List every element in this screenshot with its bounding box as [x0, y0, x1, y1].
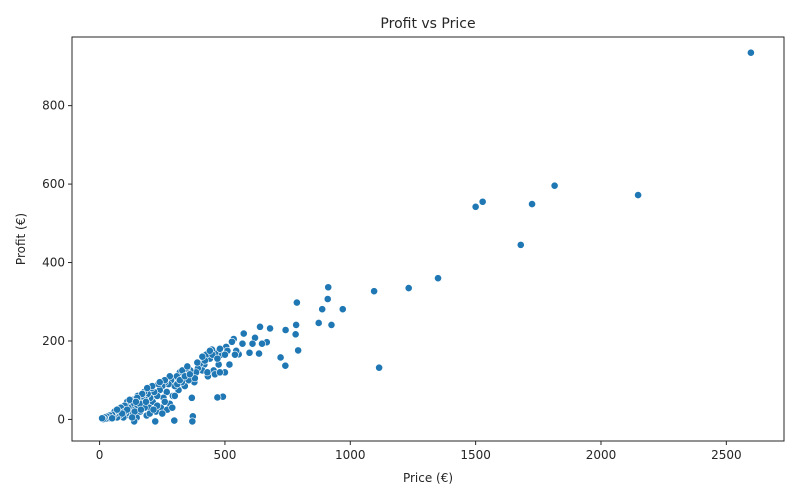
- data-point: [245, 348, 254, 357]
- data-point: [634, 191, 642, 199]
- data-point: [370, 287, 378, 296]
- data-points: [98, 48, 755, 426]
- x-tick-label: 1500: [460, 448, 491, 462]
- x-tick-label: 0: [96, 448, 104, 462]
- data-point: [550, 181, 559, 190]
- data-point: [198, 352, 207, 361]
- data-point: [168, 403, 177, 412]
- data-point: [239, 329, 248, 338]
- data-point: [162, 388, 171, 396]
- y-axis: 0 200 400 600 800: [42, 99, 72, 426]
- data-point: [203, 368, 212, 377]
- data-point: [471, 202, 480, 211]
- data-point: [338, 305, 347, 314]
- data-point: [170, 391, 179, 400]
- data-point: [292, 298, 301, 307]
- data-point: [248, 339, 257, 348]
- data-point: [324, 283, 333, 292]
- data-point: [221, 350, 229, 359]
- data-point: [528, 200, 536, 208]
- data-point: [281, 326, 290, 334]
- data-point: [375, 363, 384, 372]
- data-point: [281, 361, 290, 370]
- data-point: [187, 393, 196, 402]
- data-point: [128, 413, 137, 422]
- data-point: [323, 295, 332, 303]
- data-point: [142, 397, 150, 406]
- data-point: [158, 409, 167, 418]
- data-point: [314, 319, 323, 327]
- data-point: [113, 405, 122, 414]
- x-tick-label: 500: [213, 448, 236, 462]
- data-point: [213, 354, 222, 363]
- data-point: [266, 324, 274, 333]
- data-point: [747, 48, 755, 57]
- x-tick-label: 2500: [711, 448, 742, 462]
- data-point: [327, 320, 336, 329]
- data-point: [137, 405, 145, 414]
- data-point: [155, 378, 164, 387]
- y-tick-label: 200: [42, 334, 65, 348]
- y-tick-label: 400: [42, 256, 65, 270]
- data-point: [188, 417, 197, 426]
- data-point: [183, 362, 192, 371]
- data-point: [205, 346, 214, 355]
- chart-title: Profit vs Price: [380, 16, 475, 32]
- y-axis-label: Profit (€): [14, 213, 28, 265]
- data-point: [292, 320, 301, 329]
- data-point: [231, 350, 239, 359]
- data-point: [216, 344, 224, 353]
- data-point: [255, 349, 263, 358]
- data-point: [256, 322, 264, 331]
- x-axis: 0 500 1000 1500 2000 2500: [96, 441, 742, 462]
- data-point: [160, 397, 169, 406]
- data-point: [478, 197, 487, 206]
- data-point: [151, 417, 160, 426]
- y-tick-label: 600: [42, 177, 65, 191]
- data-point: [170, 416, 179, 425]
- data-point: [294, 346, 303, 355]
- data-point: [185, 370, 194, 379]
- plot-frame: [71, 36, 785, 442]
- data-point: [213, 393, 222, 402]
- data-point: [143, 384, 152, 392]
- data-point: [228, 337, 236, 346]
- y-tick-label: 0: [57, 412, 65, 426]
- x-tick-label: 1000: [335, 448, 366, 462]
- data-point: [516, 240, 525, 249]
- y-tick-label: 800: [42, 99, 65, 113]
- data-point: [291, 330, 300, 339]
- data-point: [193, 358, 202, 367]
- data-point: [258, 339, 266, 348]
- data-point: [276, 353, 285, 362]
- data-point: [318, 305, 327, 314]
- data-point: [132, 397, 140, 406]
- data-point: [404, 284, 413, 292]
- data-point: [108, 414, 117, 423]
- data-point: [216, 368, 224, 377]
- data-point: [434, 274, 442, 283]
- data-point: [225, 360, 234, 369]
- data-point: [98, 414, 106, 423]
- x-axis-label: Price (€): [403, 471, 453, 485]
- data-point: [238, 339, 247, 348]
- data-point: [149, 405, 158, 414]
- x-tick-label: 2000: [586, 448, 617, 462]
